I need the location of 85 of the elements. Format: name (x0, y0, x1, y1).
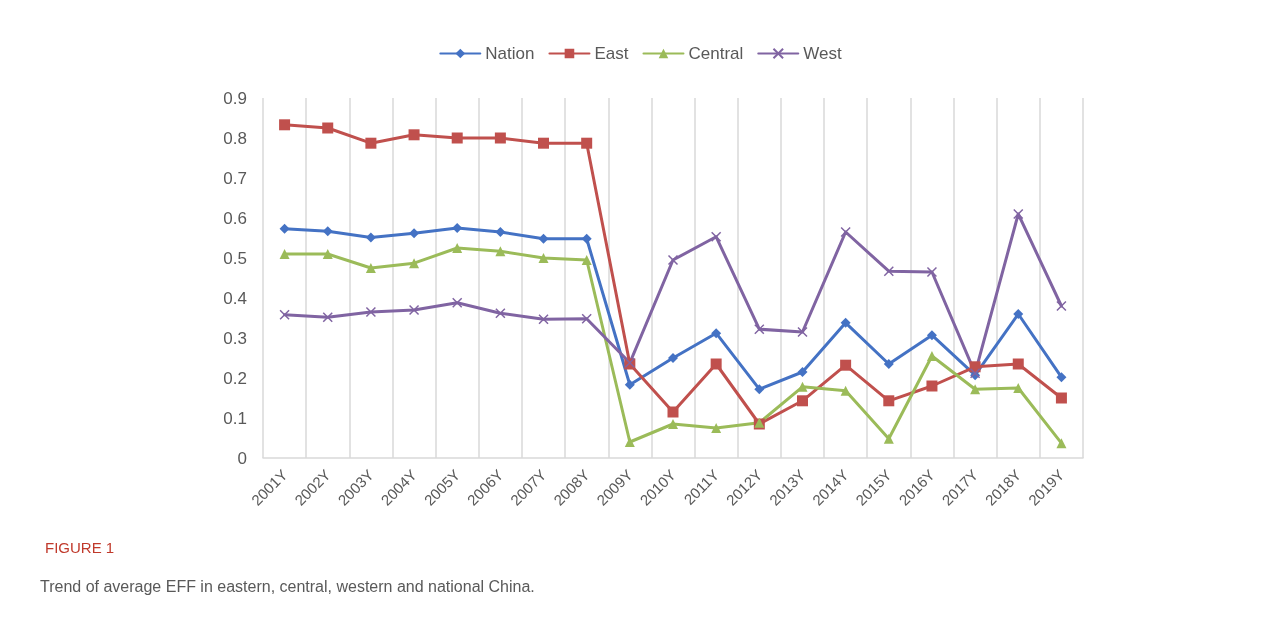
point (1055, 392, 1067, 404)
point (668, 353, 678, 363)
point (1056, 300, 1067, 312)
point (451, 132, 463, 144)
point (926, 380, 938, 392)
point (322, 122, 334, 134)
point (365, 137, 377, 149)
point (667, 254, 679, 266)
text: Trend of average EFF in eastern, central, western and national China. (40, 577, 535, 595)
legend-label: East (594, 44, 629, 63)
y-tick-label: 0.1 (223, 408, 247, 428)
point (451, 297, 463, 309)
point (883, 359, 894, 369)
y-tick-label: 0.2 (223, 368, 247, 388)
legend-label: Central (688, 44, 744, 63)
point (754, 323, 765, 335)
point (495, 307, 506, 319)
point (710, 358, 722, 370)
y-tick-label: 0.6 (223, 208, 247, 228)
point (408, 129, 420, 141)
point (409, 228, 420, 239)
point (494, 132, 506, 144)
point (365, 263, 376, 273)
point (840, 226, 851, 238)
point (840, 317, 851, 328)
point (711, 423, 722, 433)
point (322, 311, 333, 323)
point (624, 379, 635, 390)
point (797, 326, 808, 338)
point (926, 351, 937, 361)
point (1012, 358, 1024, 370)
point (711, 328, 722, 339)
point (710, 231, 722, 243)
y-tick-label: 0.3 (223, 328, 247, 348)
point (969, 361, 981, 373)
point (322, 226, 333, 237)
point (840, 359, 852, 371)
point (754, 384, 765, 395)
point (538, 233, 549, 244)
point (797, 381, 808, 392)
point (926, 330, 937, 341)
point (581, 255, 592, 265)
point (322, 249, 333, 259)
text: FIGURE 1 (45, 539, 115, 556)
point (1056, 438, 1067, 449)
point (970, 384, 981, 395)
legend-label: West (803, 44, 842, 63)
point (1056, 372, 1067, 383)
point (279, 309, 290, 321)
y-tick-label: 0.8 (223, 128, 247, 148)
y-tick-label: 0.4 (223, 288, 247, 308)
y-tick-label: 0.7 (223, 168, 247, 188)
point (408, 304, 420, 316)
point (796, 395, 808, 407)
point (452, 243, 463, 253)
point (668, 419, 678, 429)
point (926, 266, 938, 278)
point (797, 367, 808, 377)
legend-label: Nation (485, 44, 535, 63)
y-tick-label: 0 (237, 448, 247, 468)
y-tick-label: 0.9 (223, 88, 247, 108)
point (581, 313, 592, 325)
point (883, 265, 895, 277)
point (495, 246, 506, 257)
point (409, 258, 420, 269)
point (581, 137, 593, 149)
point (1013, 383, 1024, 393)
point (279, 249, 290, 259)
point (538, 137, 550, 149)
point (667, 406, 679, 418)
point (538, 253, 549, 263)
point (495, 227, 506, 237)
point (581, 233, 592, 244)
point (1013, 208, 1024, 220)
point (840, 385, 851, 396)
point (883, 395, 895, 407)
point (365, 306, 377, 318)
point (365, 232, 376, 243)
point (883, 433, 894, 444)
point (538, 313, 549, 325)
point (279, 119, 291, 131)
point (279, 223, 290, 234)
point (1013, 309, 1024, 319)
point (624, 437, 635, 447)
y-tick-label: 0.5 (223, 248, 247, 268)
